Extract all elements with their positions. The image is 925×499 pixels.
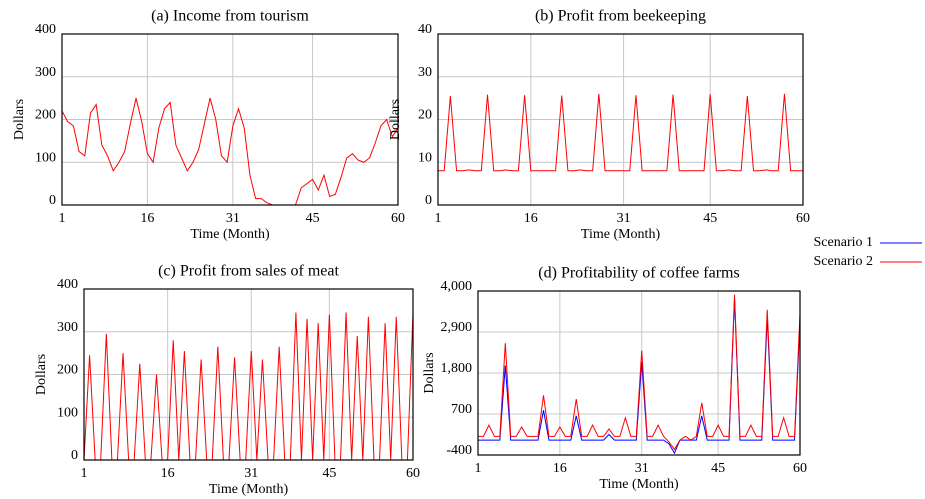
- chart-title: (d) Profitability of coffee farms: [538, 265, 739, 282]
- plot-frame: [437, 33, 804, 206]
- x-tick-label: 45: [703, 211, 717, 226]
- legend-label: Scenario 2: [814, 254, 873, 269]
- y-axis-label: Dollars: [422, 352, 437, 393]
- y-tick-label: 2,900: [441, 320, 473, 335]
- series-line: [438, 93, 803, 172]
- panel: 0 10 20 30 40 1 16 31 45 60 (b) Profit from beekee…: [388, 8, 810, 243]
- legend-label: Scenario 1: [814, 235, 873, 250]
- y-tick-label: 30: [418, 65, 432, 80]
- x-axis-label: Time (Month): [209, 482, 289, 497]
- y-axis-label: Dollars: [12, 99, 27, 140]
- series-line: [478, 294, 801, 451]
- y-tick-label: 300: [57, 320, 78, 335]
- y-tick-label: -400: [446, 443, 472, 458]
- chart-title: (a) Income from tourism: [151, 8, 309, 25]
- y-tick-label: 100: [57, 405, 78, 420]
- y-axis-label: Dollars: [388, 99, 403, 140]
- x-axis-label: Time (Month): [599, 477, 679, 492]
- x-tick-label: 1: [81, 466, 88, 481]
- y-tick-label: 1,800: [441, 361, 473, 376]
- x-tick-label: 60: [793, 461, 807, 476]
- panel: 0 100 200 300 400 1 16 31 45 60 (c) Profit from sa…: [34, 263, 420, 498]
- x-tick-label: 16: [553, 461, 567, 476]
- panel: -400 700 1,800 2,900 4,000 1 16 31 45 60 (d) Profi…: [422, 265, 807, 493]
- y-tick-label: 700: [451, 402, 472, 417]
- x-tick-label: 1: [475, 461, 482, 476]
- y-tick-label: 300: [35, 65, 56, 80]
- x-tick-label: 60: [796, 211, 810, 226]
- x-tick-label: 45: [322, 466, 336, 481]
- chart-title: (c) Profit from sales of meat: [158, 263, 339, 280]
- x-tick-label: 60: [391, 211, 405, 226]
- y-tick-label: 400: [35, 22, 56, 37]
- y-tick-label: 100: [35, 150, 56, 165]
- y-tick-label: 4,000: [441, 279, 473, 294]
- plot-frame: [61, 33, 399, 206]
- y-tick-label: 400: [57, 277, 78, 292]
- x-tick-label: 60: [406, 466, 420, 481]
- y-tick-label: 0: [49, 193, 56, 208]
- series-line: [478, 298, 801, 455]
- x-tick-label: 1: [435, 211, 442, 226]
- x-tick-label: 45: [711, 461, 725, 476]
- y-tick-label: 10: [418, 150, 432, 165]
- y-tick-label: 200: [35, 108, 56, 123]
- series-line: [61, 98, 399, 206]
- x-tick-label: 16: [161, 466, 175, 481]
- x-tick-label: 31: [226, 211, 240, 226]
- x-tick-label: 16: [524, 211, 538, 226]
- y-tick-label: 0: [425, 193, 432, 208]
- y-tick-label: 20: [418, 108, 432, 123]
- y-tick-label: 200: [57, 363, 78, 378]
- y-axis-label: Dollars: [34, 354, 49, 395]
- x-axis-label: Time (Month): [190, 227, 270, 242]
- y-tick-label: 40: [418, 22, 432, 37]
- plot-frame: [83, 288, 414, 461]
- panel: 0 100 200 300 400 1 16 31 45 60 (a) Income from to…: [12, 8, 405, 243]
- x-tick-label: 1: [59, 211, 66, 226]
- plot-frame: [477, 290, 801, 456]
- series-line: [83, 312, 414, 461]
- x-tick-label: 31: [244, 466, 258, 481]
- x-tick-label: 16: [140, 211, 154, 226]
- x-tick-label: 45: [306, 211, 320, 226]
- x-axis-label: Time (Month): [581, 227, 661, 242]
- chart-title: (b) Profit from beekeeping: [535, 8, 706, 25]
- x-tick-label: 31: [617, 211, 631, 226]
- y-tick-label: 0: [71, 448, 78, 463]
- x-tick-label: 31: [635, 461, 649, 476]
